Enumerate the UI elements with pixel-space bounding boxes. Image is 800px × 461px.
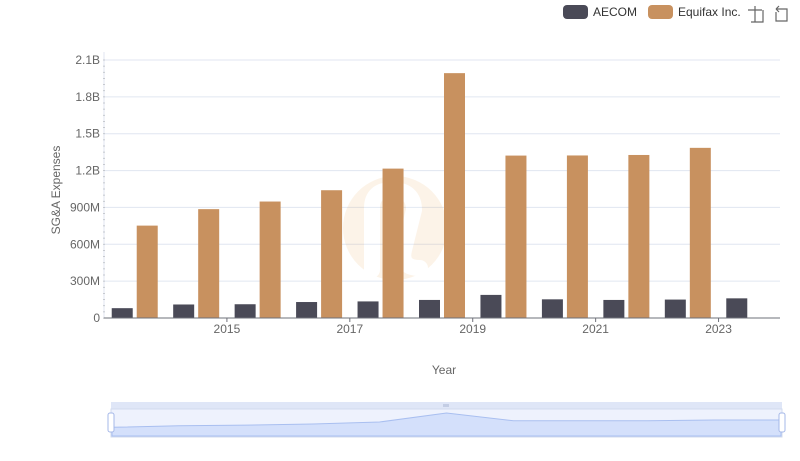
bar-aecom-2014[interactable] xyxy=(111,308,133,318)
legend[interactable]: AECOM Equifax Inc. xyxy=(563,5,741,19)
bar-aecom-2016[interactable] xyxy=(234,304,256,318)
x-tick-label: 2019 xyxy=(459,322,486,336)
bar-equifax-2020[interactable] xyxy=(505,155,527,318)
legend-swatch-equifax xyxy=(648,5,673,19)
bar-equifax-2017[interactable] xyxy=(321,190,343,318)
bar-aecom-2024[interactable] xyxy=(726,298,748,318)
x-tick-label: 2017 xyxy=(336,322,363,336)
bar-aecom-2020[interactable] xyxy=(480,294,502,318)
bar-equifax-2014[interactable] xyxy=(136,225,158,318)
bar-aecom-2019[interactable] xyxy=(419,299,440,318)
bar-aecom-2022[interactable] xyxy=(603,299,625,318)
legend-item-aecom[interactable]: AECOM xyxy=(563,5,637,19)
y-tick-label: 1.5B xyxy=(75,127,100,141)
restore-icon[interactable] xyxy=(775,5,788,22)
x-tick-label: 2023 xyxy=(705,322,732,336)
legend-label-equifax: Equifax Inc. xyxy=(678,5,741,19)
y-tick-label: 600M xyxy=(70,237,100,251)
slider-top-bar xyxy=(111,402,782,409)
bars xyxy=(111,73,748,318)
bar-aecom-2018[interactable] xyxy=(357,301,379,318)
bar-equifax-2019[interactable] xyxy=(444,73,465,318)
legend-item-equifax[interactable]: Equifax Inc. xyxy=(648,5,741,19)
slider-grip-icon[interactable] xyxy=(443,404,449,407)
bar-aecom-2015[interactable] xyxy=(173,304,195,318)
bar-equifax-2023[interactable] xyxy=(689,147,711,318)
bar-aecom-2017[interactable] xyxy=(296,302,318,318)
bar-equifax-2016[interactable] xyxy=(259,201,281,318)
bar-equifax-2022[interactable] xyxy=(628,154,650,318)
slider-preview-area xyxy=(111,412,782,437)
y-tick-label: 300M xyxy=(70,274,100,288)
y-tick-label: 1.8B xyxy=(75,90,100,104)
y-tick-label: 2.1B xyxy=(75,53,100,67)
bar-equifax-2018[interactable] xyxy=(382,168,404,318)
bar-aecom-2021[interactable] xyxy=(541,299,563,318)
bar-aecom-2023[interactable] xyxy=(664,299,686,318)
y-tick-label: 0 xyxy=(93,311,100,325)
x-tick-label: 2015 xyxy=(214,322,241,336)
slider-handle-right[interactable] xyxy=(778,412,786,433)
y-axis-title: SG&A Expenses xyxy=(49,146,63,235)
zoom-select-icon[interactable] xyxy=(748,6,764,23)
y-tick-label: 1.2B xyxy=(75,164,100,178)
bar-equifax-2015[interactable] xyxy=(198,209,220,318)
legend-label-aecom: AECOM xyxy=(593,5,637,19)
x-tick-label: 2021 xyxy=(582,322,609,336)
slider-handle-left[interactable] xyxy=(107,412,115,433)
data-zoom-slider[interactable] xyxy=(107,402,786,438)
x-axis-title: Year xyxy=(432,363,456,377)
bar-equifax-2021[interactable] xyxy=(566,155,588,318)
y-tick-label: 900M xyxy=(70,200,100,214)
axes: 0 300M 600M 900M 1.2B 1.5B 1.8B 2.1B 2015 2017 201… xyxy=(70,52,780,336)
legend-swatch-aecom xyxy=(563,5,588,19)
